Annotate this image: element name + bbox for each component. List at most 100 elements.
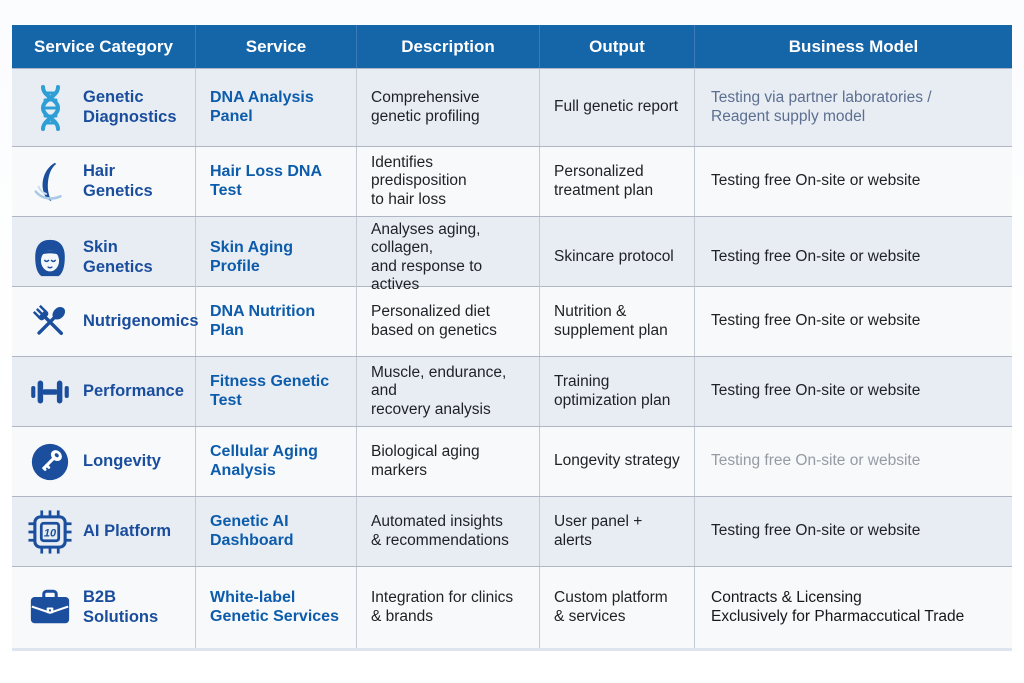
category-label: Longevity [83, 451, 161, 470]
hair-icon [28, 158, 72, 206]
table-row: Performance Fitness Genetic Test Muscle,… [12, 356, 1012, 426]
business-model-text: Testing free On-site or website [711, 312, 921, 330]
business-model-cell: Testing free On-site or website [695, 287, 1012, 356]
output-text: Longevity strategy [554, 452, 680, 470]
business-model-cell: Testing free On-site or website [695, 427, 1012, 496]
business-model-text: Testing free On-site or website [711, 248, 921, 266]
table-row: Skin Genetics Skin Aging Profile Analyse… [12, 216, 1012, 299]
description-text: Comprehensive genetic profiling [371, 89, 480, 125]
output-text: Custom platform & services [554, 589, 668, 625]
description-cell: Automated insights & recommendations [357, 497, 540, 566]
category-cell: Skin Genetics [12, 217, 196, 299]
description-cell: Comprehensive genetic profiling [357, 69, 540, 146]
table-row: Nutrigenomics DNA Nutrition Plan Persona… [12, 286, 1012, 356]
description-cell: Identifies predisposition to hair loss [357, 147, 540, 216]
business-model-text: Testing free On-site or website [711, 452, 921, 470]
service-label: Cellular Aging Analysis [210, 442, 318, 479]
spoon-fork-icon [28, 298, 72, 346]
key-icon [28, 438, 72, 486]
description-text: Integration for clinics & brands [371, 589, 514, 625]
service-label: White-label Genetic Services [210, 588, 339, 625]
output-cell: Training optimization plan [540, 357, 695, 426]
table-row: Longevity Cellular Aging Analysis Biolog… [12, 426, 1012, 496]
header-description: Description [357, 25, 540, 68]
output-text: User panel + alerts [554, 513, 643, 549]
service-cell: Hair Loss DNA Test [196, 147, 357, 216]
service-label: Fitness Genetic Test [210, 372, 330, 409]
description-text: Automated insights & recommendations [371, 513, 509, 549]
output-text: Nutrition & supplement plan [554, 303, 668, 339]
dna-icon [28, 84, 72, 132]
header-output: Output [540, 25, 695, 68]
business-model-cell: Testing free On-site or website [695, 217, 1012, 298]
business-model-text: Testing via partner laboratories / Reage… [711, 89, 932, 125]
category-cell: Hair Genetics [12, 147, 196, 216]
business-model-text: Testing free On-site or website [711, 382, 921, 400]
category-cell: 10 AI Platform [12, 497, 196, 566]
table-row: B2B Solutions White-label Genetic Servic… [12, 566, 1012, 648]
output-text: Full genetic report [554, 98, 679, 116]
svg-text:10: 10 [44, 527, 57, 539]
category-cell: Genetic Diagnostics [12, 69, 196, 146]
output-cell: Skincare protocol [540, 217, 695, 299]
output-cell: Nutrition & supplement plan [540, 287, 695, 356]
description-cell: Muscle, endurance, and recovery analysis [357, 357, 540, 426]
category-label: AI Platform [83, 521, 172, 540]
description-text: Identifies predisposition to hair loss [371, 154, 467, 208]
output-cell: Personalized treatment plan [540, 147, 695, 216]
dumbbell-icon [28, 368, 72, 416]
service-label: DNA Nutrition Plan [210, 302, 316, 339]
business-model-text: Testing free On-site or website [711, 522, 921, 540]
business-model-cell: Testing free On-site or website [695, 147, 1012, 216]
business-model-cell: Testing free On-site or website [695, 357, 1012, 426]
header-business-model: Business Model [788, 36, 919, 56]
category-label: Skin Genetics [83, 238, 153, 276]
output-cell: Longevity strategy [540, 427, 695, 496]
description-text: Muscle, endurance, and recovery analysis [371, 364, 507, 418]
business-model-cell: Testing via partner laboratories / Reage… [695, 69, 1012, 146]
output-text: Skincare protocol [554, 248, 674, 266]
business-model-cell: Contracts & Licensing Exclusively for Ph… [695, 567, 1012, 648]
business-model-text: Testing free On-site or website [711, 172, 921, 190]
chip-icon: 10 [28, 508, 72, 556]
briefcase-icon [28, 584, 72, 632]
category-cell: Longevity [12, 427, 196, 496]
output-text: Training optimization plan [554, 373, 671, 409]
service-label: Genetic AI Dashboard [210, 512, 294, 549]
table-row: Hair Genetics Hair Loss DNA Test Identif… [12, 146, 1012, 216]
category-label: Hair Genetics [83, 162, 153, 200]
services-table: Service Category Service Description Out… [12, 25, 1012, 648]
service-cell: White-label Genetic Services [196, 567, 357, 648]
table-row: Genetic Diagnostics DNA Analysis Panel C… [12, 68, 1012, 146]
category-cell: B2B Solutions [12, 567, 196, 648]
table-header-row: Service Category Service Description Out… [12, 25, 1012, 68]
category-cell: Performance [12, 357, 196, 426]
description-cell: Personalized diet based on genetics [357, 287, 540, 356]
category-label: B2B Solutions [83, 588, 159, 626]
service-label: Skin Aging Profile [210, 238, 293, 275]
service-cell: Cellular Aging Analysis [196, 427, 357, 496]
description-text: Biological aging markers [371, 443, 480, 479]
description-text: Personalized diet based on genetics [371, 303, 497, 339]
service-cell: Genetic AI Dashboard [196, 497, 357, 566]
face-icon [28, 234, 72, 282]
description-cell: Analyses aging, collagen, and response t… [357, 217, 540, 299]
header-service-category: Service Category [12, 25, 196, 68]
business-model-cell: Testing free On-site or website [695, 497, 1012, 566]
output-text: Personalized treatment plan [554, 163, 654, 199]
category-label: Nutrigenomics [83, 311, 199, 330]
category-label: Genetic Diagnostics [83, 88, 177, 126]
output-cell: Full genetic report [540, 69, 695, 146]
header-service: Service [196, 25, 357, 68]
service-cell: DNA Nutrition Plan [196, 287, 357, 356]
description-cell: Integration for clinics & brands [357, 567, 540, 648]
table-row: 10 AI Platform Genetic AI Dashboard Auto… [12, 496, 1012, 566]
category-label: Performance [83, 381, 184, 400]
service-cell: Fitness Genetic Test [196, 357, 357, 426]
service-cell: Skin Aging Profile [196, 217, 357, 299]
business-model-text: Contracts & Licensing Exclusively for Ph… [711, 589, 965, 625]
output-cell: User panel + alerts [540, 497, 695, 566]
service-label: Hair Loss DNA Test [210, 162, 322, 199]
description-cell: Biological aging markers [357, 427, 540, 496]
service-label: DNA Analysis Panel [210, 88, 314, 125]
